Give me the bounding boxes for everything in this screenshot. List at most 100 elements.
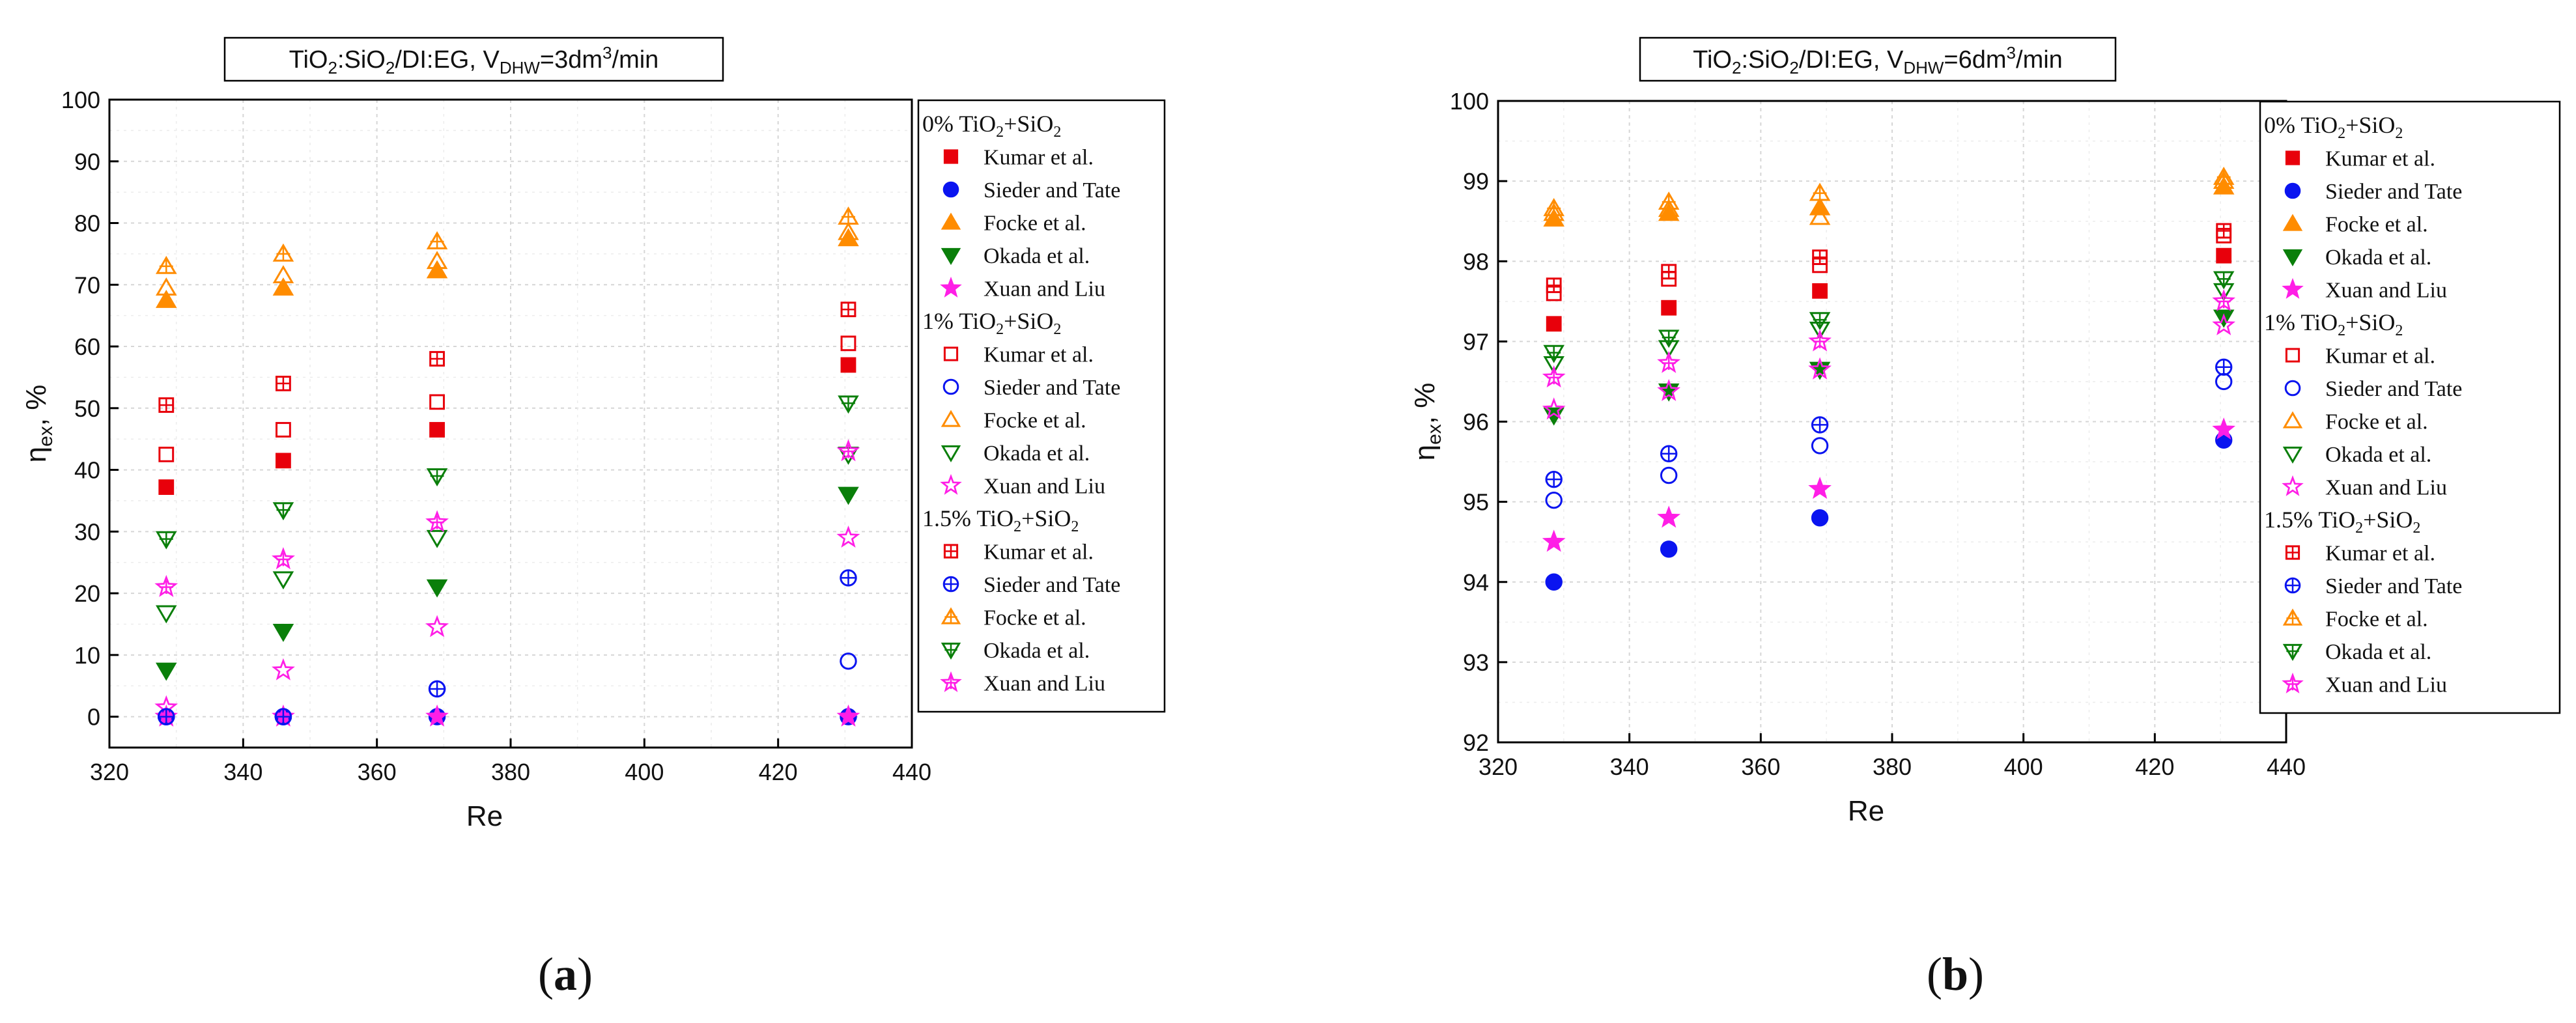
chart-a-point-2-1 <box>272 277 294 296</box>
chart-b-xlabel: Re <box>1848 795 1884 827</box>
chart-a-point-4-3 <box>836 704 860 727</box>
chart-a-point-3-1 <box>272 623 294 642</box>
chart-b-point-14-2 <box>1808 329 1832 352</box>
chart-b-point-7-2 <box>1809 206 1831 225</box>
chart-b-legend-label-0-1: Sieder and Tate <box>2325 180 2462 204</box>
chart-a-legend-label-1-1: Sieder and Tate <box>984 376 1120 400</box>
chart-a-point-8-0 <box>156 605 177 624</box>
chart-b-legend-marker-0-4 <box>2282 277 2304 299</box>
chart-a-title-box <box>223 36 724 82</box>
chart-b-point-6-1 <box>1660 466 1678 484</box>
panel-label-a-close: ) <box>576 948 593 1000</box>
chart-b-legend-label-1-2: Focke et al. <box>2325 410 2428 434</box>
chart-a-point-12-2 <box>426 231 448 249</box>
chart-b-grid <box>1497 100 2287 743</box>
chart-b-point-14-3 <box>2212 289 2236 312</box>
chart-b-point-9-0 <box>1542 397 1566 420</box>
chart-a-ytick-label-3: 30 <box>74 518 100 545</box>
chart-a-point-7-3 <box>838 221 859 240</box>
panel-label-a: (a) <box>538 947 593 1002</box>
chart-b-legend-marker-0-0 <box>2285 150 2300 165</box>
chart-a-legend-marker-0-0 <box>943 149 959 164</box>
chart-a-legend-box <box>917 99 1166 713</box>
chart-a-legend-marker-1-4 <box>940 473 962 495</box>
chart-b-xtick-label-5: 420 <box>2135 753 2174 780</box>
chart-a-point-0-0 <box>158 479 175 496</box>
chart-b-legend-marker-1-0 <box>2285 348 2300 363</box>
chart-a-xtick-label-2: 360 <box>358 759 397 785</box>
chart-b-title: TiO2:SiO2/DI:EG, VDHW=6dm3/min <box>1693 43 2063 77</box>
chart-b-legend-heading-0: 0% TiO2+SiO2 <box>2264 112 2403 142</box>
chart-a-ytick-label-5: 50 <box>74 395 100 422</box>
chart-a-legend-label-2-0: Kumar et al. <box>984 540 1094 565</box>
chart-b-legend-heading-1: 1% TiO2+SiO2 <box>2264 309 2403 339</box>
chart-b-point-9-2 <box>1808 357 1832 380</box>
chart-b-point-14-1 <box>1657 350 1681 373</box>
chart-a-point-11-2 <box>428 680 446 698</box>
chart-b-legend-label-0-0: Kumar et al. <box>2325 147 2435 171</box>
chart-a-point-0-3 <box>840 357 856 373</box>
chart-b-legend-marker-2-4 <box>2282 672 2304 694</box>
chart-a-point-7-1 <box>272 265 294 283</box>
chart-a-ytick-label-4: 40 <box>74 457 100 484</box>
chart-b-point-12-2 <box>1809 182 1831 201</box>
chart-b-ytick-label-3: 95 <box>1463 489 1489 516</box>
chart-a-legend-heading-1: 1% TiO2+SiO2 <box>922 308 1061 338</box>
chart-b-point-11-2 <box>1811 416 1829 434</box>
chart-b-point-1-2 <box>1811 509 1829 527</box>
chart-b-point-6-2 <box>1811 437 1829 455</box>
chart-a-legend: 0% TiO2+SiO2 Kumar et al. Sieder and Tate F… <box>917 99 1166 713</box>
chart-b-point-4-3 <box>2212 417 2236 440</box>
chart-a-point-4-2 <box>425 704 449 727</box>
chart-a-point-8-1 <box>272 571 294 590</box>
chart-b-ytick-label-5: 97 <box>1463 328 1489 355</box>
chart-a-ytick-label-8: 80 <box>74 210 100 237</box>
chart-a-point-13-1 <box>272 502 294 521</box>
chart-b-legend-marker-0-1 <box>2284 182 2301 199</box>
chart-b-legend-marker-2-2 <box>2282 608 2303 626</box>
chart-a-legend-label-0-1: Sieder and Tate <box>984 178 1120 203</box>
chart-b-legend-marker-1-3 <box>2282 446 2303 464</box>
chart-a-points <box>154 206 860 727</box>
chart-b-legend-label-2-1: Sieder and Tate <box>2325 574 2462 598</box>
chart-a-point-2-0 <box>156 289 177 308</box>
chart-a-point-0-2 <box>429 422 445 438</box>
chart-a-legend-marker-0-1 <box>942 181 959 198</box>
chart-a-legend-label-0-0: Kumar et al. <box>984 146 1094 170</box>
chart-b-point-10-3 <box>2216 223 2232 239</box>
chart-a-ytick-label-7: 70 <box>74 272 100 298</box>
chart-a: 0 10 20 30 40 50 60 70 80 90 100 320 340 360 380 400 420… <box>20 36 1166 832</box>
chart-a-legend-marker-0-3 <box>941 247 961 265</box>
chart-a-point-5-2 <box>429 394 445 410</box>
chart-a-point-12-0 <box>156 255 177 274</box>
chart-a-point-10-3 <box>840 301 856 318</box>
chart-a-legend-label-2-2: Focke et al. <box>984 606 1086 630</box>
chart-b: 92 93 94 95 96 97 98 99 100 320 340 360 380 400 420 440… <box>1409 36 2561 827</box>
chart-a-ylabel: ηex, % <box>20 385 57 463</box>
chart-a-point-14-2 <box>425 510 449 533</box>
chart-b-legend-label-0-3: Okada et al. <box>2325 245 2431 270</box>
chart-a-legend-label-2-4: Xuan and Liu <box>984 672 1105 696</box>
chart-a-point-9-1 <box>272 658 295 680</box>
chart-a-xtick-label-3: 380 <box>491 759 530 785</box>
chart-a-legend-marker-2-4 <box>940 671 962 692</box>
chart-b-point-3-1 <box>1658 383 1680 402</box>
chart-b-legend-label-2-2: Focke et al. <box>2325 608 2428 632</box>
chart-a-point-5-3 <box>840 335 856 352</box>
chart-b-point-10-0 <box>1546 277 1562 294</box>
chart-a-ytick-label-10: 100 <box>61 87 100 113</box>
panel-label-b-open: ( <box>1927 948 1942 1000</box>
chart-b-point-2-0 <box>1543 208 1564 227</box>
chart-a-legend-label-1-4: Xuan and Liu <box>984 475 1105 499</box>
chart-a-xtick-label-5: 420 <box>759 759 798 785</box>
chart-a-point-5-1 <box>276 422 291 438</box>
panel-label-a-letter: a <box>553 948 577 1000</box>
chart-a-ytick-label-0: 0 <box>87 704 100 731</box>
chart-a-legend-marker-1-2 <box>941 410 961 427</box>
chart-b-xtick-label-4: 400 <box>2004 753 2043 780</box>
chart-b-legend-marker-2-3 <box>2282 643 2303 661</box>
panel-label-a-open: ( <box>538 948 554 1000</box>
chart-b-point-2-2 <box>1809 197 1831 216</box>
chart-b-legend-label-1-3: Okada et al. <box>2325 443 2431 467</box>
chart-b-point-0-3 <box>2216 247 2232 264</box>
